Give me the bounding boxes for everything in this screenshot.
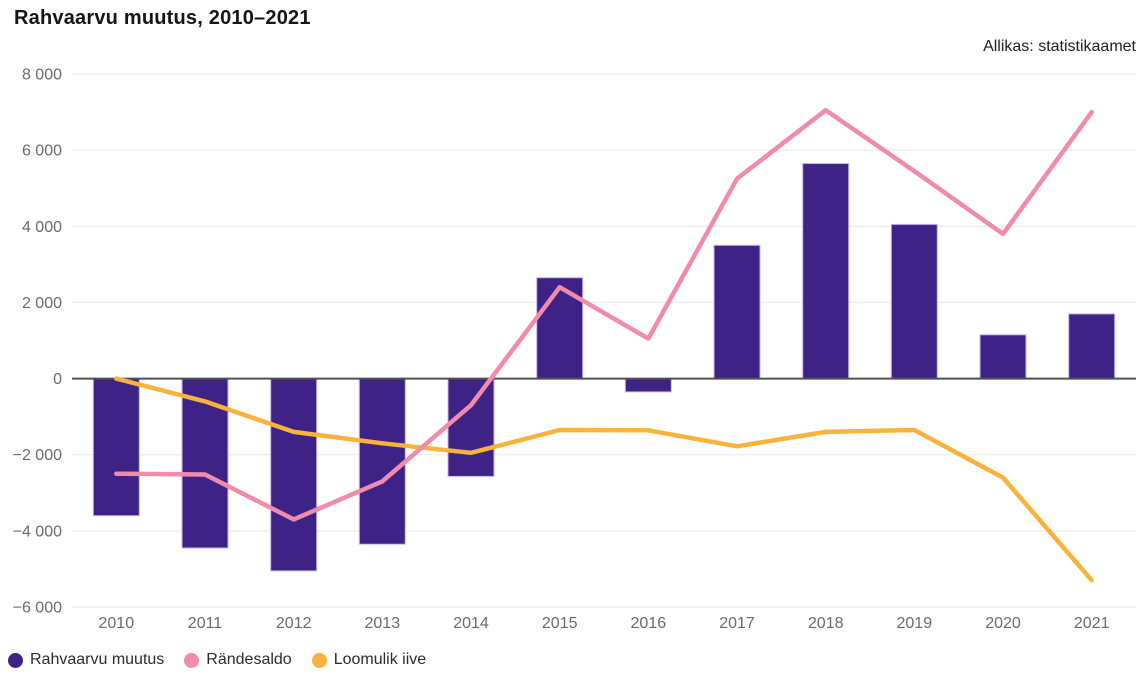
legend-dot-bar-icon xyxy=(8,652,23,668)
legend-dot-yellow-line-icon xyxy=(311,652,327,668)
y-tick-label: 4 000 xyxy=(22,219,62,236)
bar-2013 xyxy=(358,378,406,545)
chart-legend: Rahvaarvu muutus Rändesaldo Loomulik iiv… xyxy=(8,651,426,669)
legend-label: Loomulik iive xyxy=(333,651,427,668)
bar-2017 xyxy=(713,244,761,380)
bar-2011 xyxy=(181,378,229,549)
y-tick-label: −4 000 xyxy=(13,523,62,540)
line-r-ndesaldo xyxy=(114,107,1094,522)
x-axis-labels: 2010 2011 2012 2013 2014 2015 2016 2017 2018 2019… xyxy=(99,615,1110,632)
bar-2021 xyxy=(1068,313,1116,380)
y-tick-label: 6 000 xyxy=(22,143,62,160)
y-tick-label: −2 000 xyxy=(13,447,62,464)
x-tick-label: 2016 xyxy=(631,615,667,632)
y-axis-labels: 8 000 6 000 4 000 2 000 0 −2 000 −4 000 −6 000 xyxy=(13,67,62,617)
chart-title: Rahvaarvu muutus, 2010–2021 xyxy=(14,7,311,29)
y-tick-label: 2 000 xyxy=(22,295,62,312)
bar-2019 xyxy=(890,223,938,380)
y-tick-label: 0 xyxy=(53,371,62,388)
legend-item-randesaldo: Rändesaldo xyxy=(184,651,292,669)
bar-2016 xyxy=(624,378,672,393)
legend-label: Rahvaarvu muutus xyxy=(30,651,165,668)
x-tick-label: 2019 xyxy=(897,615,933,632)
bar-2010 xyxy=(92,378,140,517)
x-tick-label: 2014 xyxy=(453,615,489,632)
x-tick-label: 2020 xyxy=(985,615,1021,632)
line-loomulik-iive xyxy=(114,376,1094,583)
x-tick-label: 2021 xyxy=(1074,615,1110,632)
bar-2018 xyxy=(802,163,850,380)
x-tick-label: 2010 xyxy=(99,615,135,632)
x-tick-label: 2018 xyxy=(808,615,844,632)
legend-item-rahvaarvu-muutus: Rahvaarvu muutus xyxy=(8,651,164,669)
y-tick-label: −6 000 xyxy=(13,600,62,617)
bar-2014 xyxy=(447,378,495,477)
legend-label: Rändesaldo xyxy=(206,651,292,668)
legend-item-loomulik-iive: Loomulik iive xyxy=(311,651,427,669)
x-tick-label: 2011 xyxy=(188,615,223,632)
source-note: Allikas: statistikaamet xyxy=(983,38,1136,55)
y-gridlines xyxy=(72,73,1136,608)
legend-dot-pink-line-icon xyxy=(184,652,200,668)
bar-2012 xyxy=(270,378,318,572)
bar-2020 xyxy=(979,334,1027,380)
x-tick-label: 2015 xyxy=(542,615,578,632)
bar-2015 xyxy=(536,277,584,380)
x-tick-label: 2012 xyxy=(276,615,312,632)
y-tick-label: 8 000 xyxy=(22,67,62,84)
bars-rahvaarvu-muutus xyxy=(92,163,1116,572)
x-tick-label: 2017 xyxy=(719,615,755,632)
x-tick-label: 2013 xyxy=(365,615,401,632)
